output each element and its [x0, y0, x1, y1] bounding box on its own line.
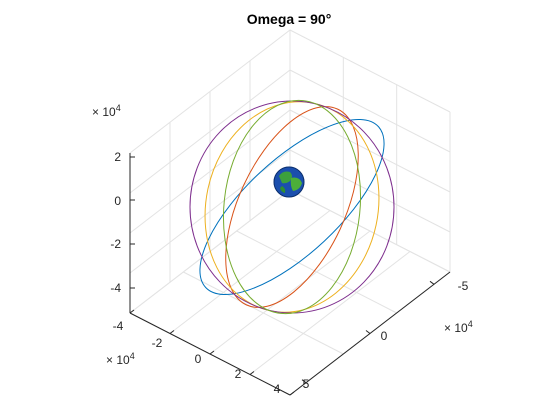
x-tick	[169, 330, 175, 334]
x-tick	[129, 309, 135, 314]
y-tick	[429, 280, 435, 285]
x-tick-label: -4	[113, 319, 124, 333]
grid-line	[289, 189, 451, 273]
y-exponent-label: × 104	[444, 319, 473, 335]
orbit-path-1	[199, 118, 385, 296]
orbit-path-3	[204, 101, 380, 313]
y-tick-label: -5	[458, 279, 469, 293]
chart-title: Omega = 90°	[247, 11, 332, 27]
z-exponent-label: × 104	[92, 103, 121, 119]
grid-line	[236, 230, 397, 314]
y-tick-label: 0	[381, 329, 388, 343]
x-tick	[249, 371, 255, 375]
grid-line	[129, 69, 451, 194]
z-tick-label: 0	[114, 194, 121, 208]
grid-line	[129, 29, 451, 154]
x-tick	[209, 350, 215, 355]
axes	[129, 153, 451, 396]
earth-globe	[273, 166, 305, 198]
grid-line	[183, 271, 344, 355]
y-tick-label: 5	[303, 377, 310, 391]
grid-line	[249, 251, 411, 375]
x-tick	[289, 391, 295, 396]
z-tick-label: -4	[110, 281, 121, 295]
x-tick-label: 2	[235, 367, 242, 381]
tick-labels: -4 -2 0 2 4 -5 0 5 2 0 -2 -4 × 104 × 104…	[92, 103, 473, 396]
y-tick	[301, 379, 307, 384]
orbits	[189, 99, 395, 315]
x-tick-label: 0	[195, 352, 202, 366]
orbit-path-4	[189, 100, 395, 314]
grid-line	[129, 149, 451, 274]
x-tick-label: -2	[152, 336, 163, 350]
z-tick-label: 2	[114, 150, 121, 164]
x-exponent-label: × 104	[106, 351, 135, 367]
grid-line	[209, 230, 371, 355]
y-tick	[365, 330, 371, 334]
grid	[129, 29, 451, 396]
grid-line	[169, 210, 331, 334]
orbit-path-5	[222, 99, 362, 315]
z-tick-label: -2	[110, 237, 121, 251]
grid-line	[129, 109, 451, 234]
orbit-path-2	[225, 106, 359, 308]
x-tick-label: 4	[274, 382, 281, 396]
